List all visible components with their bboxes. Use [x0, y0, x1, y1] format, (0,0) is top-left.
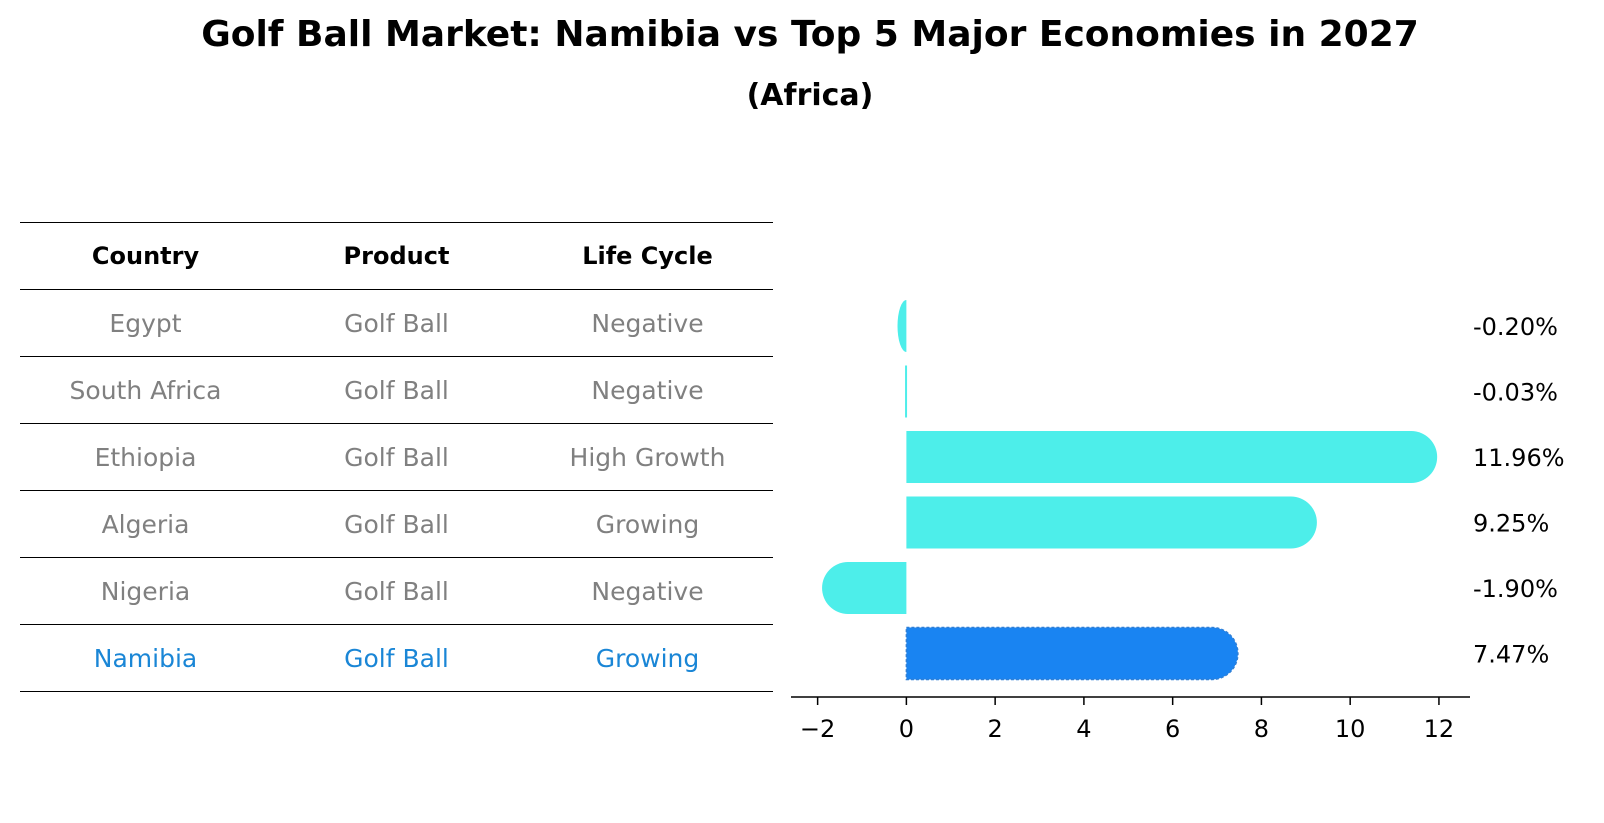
- table-header-row: Country Product Life Cycle: [20, 222, 773, 289]
- data-label: 9.25%: [1473, 510, 1549, 538]
- cell-life-cycle: Negative: [591, 576, 704, 606]
- data-label: 7.47%: [1473, 641, 1549, 669]
- table-row-highlighted: Namibia Golf Ball Growing: [20, 624, 773, 692]
- x-tick-label: 4: [1076, 715, 1091, 743]
- bar-algeria: [906, 496, 1317, 549]
- data-label: 11.96%: [1473, 444, 1565, 472]
- header-country: Country: [91, 242, 200, 270]
- table-row: Algeria Golf Ball Growing: [20, 490, 773, 557]
- cell-country: South Africa: [69, 375, 222, 405]
- bar-nigeria: [822, 562, 907, 614]
- x-tick-label: −2: [800, 715, 835, 743]
- cell-product: Golf Ball: [344, 643, 449, 673]
- cell-product: Golf Ball: [344, 509, 449, 539]
- market-table: Country Product Life Cycle Egypt Golf Ba…: [20, 222, 773, 692]
- cell-product: Golf Ball: [344, 576, 449, 606]
- cell-life-cycle: Negative: [591, 308, 704, 338]
- header-life-cycle: Life Cycle: [582, 242, 713, 270]
- bar-namibia: [905, 626, 1239, 681]
- cell-product: Golf Ball: [344, 442, 449, 472]
- x-tick-label: 10: [1335, 715, 1366, 743]
- cell-country: Egypt: [109, 308, 182, 338]
- cell-life-cycle: Growing: [595, 509, 700, 539]
- x-tick-label: 12: [1424, 715, 1455, 743]
- table-row: South Africa Golf Ball Negative: [20, 356, 773, 423]
- cell-life-cycle: High Growth: [569, 442, 726, 472]
- cell-life-cycle: Growing: [595, 643, 700, 673]
- x-tick-label: 8: [1254, 715, 1269, 743]
- bar-south-africa: [905, 365, 908, 418]
- x-tick-label: 2: [988, 715, 1003, 743]
- cell-country: Ethiopia: [94, 442, 197, 472]
- cell-country: Namibia: [93, 643, 198, 673]
- table-row: Nigeria Golf Ball Negative: [20, 557, 773, 624]
- data-label: -0.20%: [1473, 313, 1558, 341]
- chart-title: Golf Ball Market: Namibia vs Top 5 Major…: [201, 14, 1419, 55]
- cell-life-cycle: Negative: [591, 375, 704, 405]
- bar-egypt: [897, 300, 907, 352]
- cell-product: Golf Ball: [344, 375, 449, 405]
- table-row: Egypt Golf Ball Negative: [20, 289, 773, 356]
- header-product: Product: [343, 242, 450, 270]
- cell-country: Nigeria: [100, 576, 191, 606]
- bar-ethiopia: [906, 431, 1438, 483]
- chart-subtitle: (Africa): [746, 78, 874, 113]
- x-tick-label: 6: [1165, 715, 1180, 743]
- cell-product: Golf Ball: [344, 308, 449, 338]
- x-tick-label: 0: [899, 715, 914, 743]
- table-row: Ethiopia Golf Ball High Growth: [20, 423, 773, 490]
- data-label: -0.03%: [1473, 379, 1558, 407]
- data-label: -1.90%: [1473, 575, 1558, 603]
- cell-country: Algeria: [101, 509, 190, 539]
